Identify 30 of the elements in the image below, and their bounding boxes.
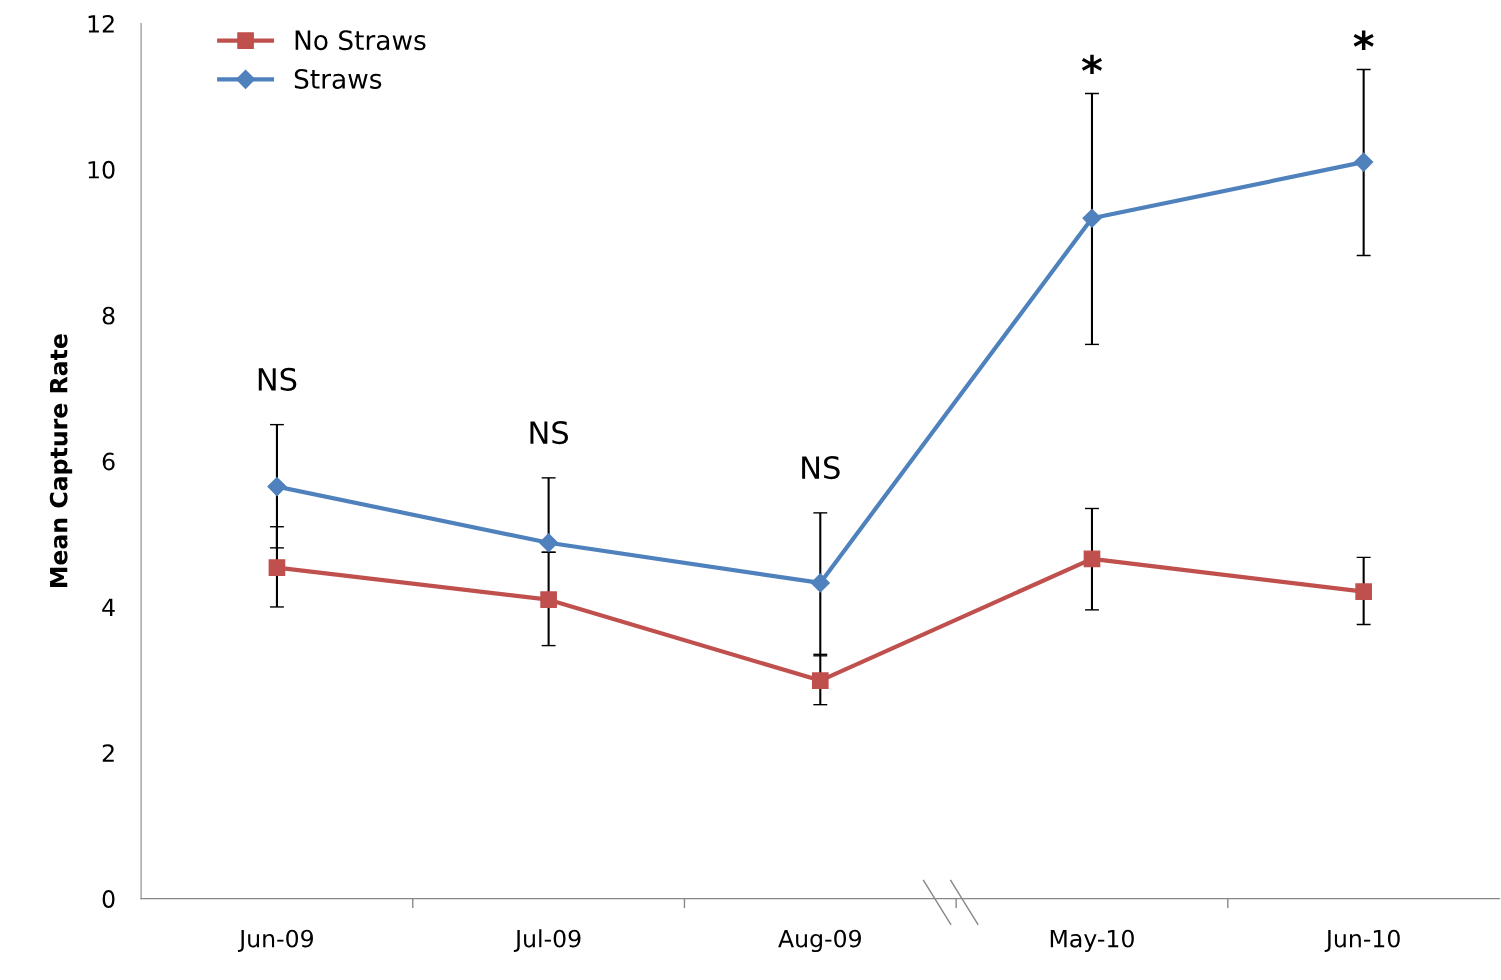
point bbox=[1355, 583, 1372, 600]
point bbox=[811, 672, 829, 689]
annotation: * bbox=[1353, 30, 1374, 50]
y-tick-label: 6 bbox=[102, 452, 115, 471]
y-tick-label: 0 bbox=[102, 890, 115, 908]
x-tick-label: May-10 bbox=[1050, 929, 1134, 953]
point bbox=[1082, 208, 1102, 228]
point bbox=[540, 591, 557, 608]
annotation: * bbox=[1081, 54, 1103, 75]
x-tick-label: Aug-09 bbox=[778, 929, 861, 953]
x-tick-label: Jun-09 bbox=[237, 929, 313, 952]
x-tick-label: Jul-09 bbox=[513, 929, 581, 952]
y-axis-title: Mean Capture Rate bbox=[49, 334, 73, 587]
x-tick-label: Jun-10 bbox=[1324, 929, 1400, 952]
point bbox=[1083, 550, 1101, 568]
y-tick-label: 2 bbox=[102, 744, 114, 762]
annotation: NS bbox=[802, 456, 840, 480]
point bbox=[1354, 152, 1374, 172]
y-tick-label: 12 bbox=[88, 14, 114, 33]
point bbox=[810, 573, 830, 593]
legend-label: No Straws bbox=[295, 30, 426, 51]
point bbox=[268, 559, 286, 576]
point bbox=[539, 533, 559, 553]
annotation: NS bbox=[530, 421, 569, 445]
y-tick-label: 10 bbox=[88, 160, 115, 179]
annotation: NS bbox=[258, 367, 297, 391]
point bbox=[267, 477, 287, 497]
y-tick-label: 4 bbox=[102, 598, 115, 616]
legend-label: Straws bbox=[294, 68, 382, 89]
y-tick-label: 8 bbox=[102, 306, 115, 325]
